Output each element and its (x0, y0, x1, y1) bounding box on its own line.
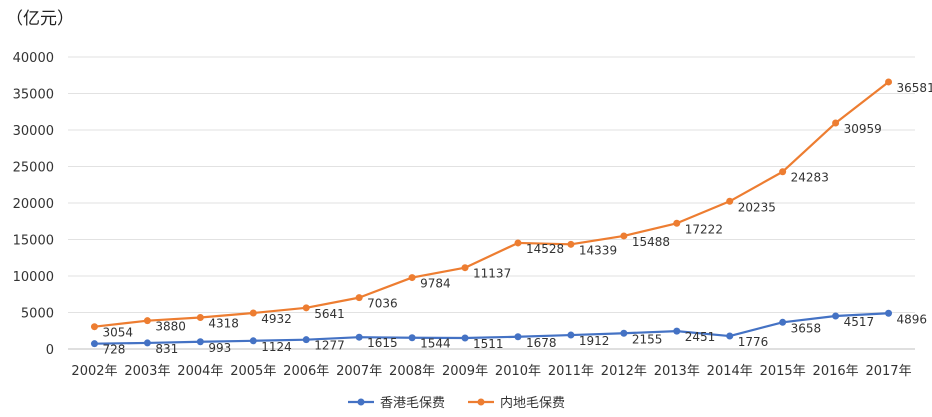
data-label: 831 (155, 342, 178, 356)
x-tick-label: 2005年 (230, 364, 276, 379)
data-label: 3054 (102, 326, 133, 340)
data-label: 4517 (844, 315, 875, 329)
data-label: 20235 (738, 200, 776, 214)
x-tick-label: 2013年 (654, 364, 700, 379)
data-point (726, 197, 734, 205)
data-label: 2155 (632, 332, 663, 346)
x-tick-label: 2016年 (813, 364, 859, 379)
data-label: 1912 (579, 334, 610, 348)
data-label: 728 (102, 343, 125, 357)
x-tick-label: 2003年 (124, 364, 170, 379)
y-tick-label: 40000 (13, 51, 54, 66)
data-point (779, 318, 787, 326)
data-label: 3658 (791, 321, 822, 335)
data-point (90, 340, 98, 348)
y-tick-label: 35000 (13, 88, 54, 103)
data-label: 1277 (314, 339, 345, 353)
data-point (408, 334, 416, 342)
legend-label: 香港毛保费 (380, 396, 445, 411)
data-label: 3880 (155, 320, 186, 334)
data-point (143, 317, 151, 325)
data-point (355, 294, 363, 302)
data-label: 4318 (208, 316, 239, 330)
data-label: 7036 (367, 297, 398, 311)
data-point (514, 333, 522, 341)
data-point (302, 304, 310, 312)
x-tick-label: 2011年 (548, 364, 594, 379)
data-point (302, 336, 310, 344)
x-tick-label: 2017年 (865, 364, 911, 379)
data-point (408, 274, 416, 282)
x-tick-label: 2004年 (177, 364, 223, 379)
data-point (355, 333, 363, 341)
data-point (567, 331, 575, 339)
data-label: 15488 (632, 235, 670, 249)
series-line (94, 312, 889, 345)
data-point (567, 240, 575, 248)
data-point (673, 327, 681, 335)
y-tick-label: 15000 (13, 234, 54, 249)
x-tick-label: 2012年 (601, 364, 647, 379)
data-label: 1124 (261, 340, 292, 354)
data-label: 14339 (579, 243, 617, 257)
data-point (620, 232, 628, 240)
data-label: 4896 (897, 312, 928, 326)
data-point (143, 339, 151, 347)
data-point (673, 219, 681, 227)
y-tick-label: 25000 (13, 161, 54, 176)
x-tick-label: 2002年 (71, 364, 117, 379)
x-tick-label: 2015年 (760, 364, 806, 379)
y-tick-label: 10000 (13, 270, 54, 285)
data-point (885, 309, 893, 317)
legend-marker (477, 398, 485, 406)
data-point (885, 78, 893, 86)
y-tick-label: 20000 (13, 197, 54, 212)
data-label: 30959 (844, 122, 882, 136)
data-label: 1678 (526, 336, 557, 350)
data-point (249, 309, 257, 317)
y-tick-label: 30000 (13, 124, 54, 139)
data-point (461, 334, 469, 342)
data-label: 36581 (897, 81, 932, 95)
data-point (832, 119, 840, 127)
data-point (514, 239, 522, 247)
x-tick-label: 2010年 (495, 364, 541, 379)
data-point (196, 313, 204, 321)
data-point (249, 337, 257, 345)
x-tick-label: 2009年 (442, 364, 488, 379)
data-label: 14528 (526, 242, 564, 256)
data-label: 4932 (261, 312, 292, 326)
x-tick-label: 2007年 (336, 364, 382, 379)
x-tick-label: 2006年 (283, 364, 329, 379)
data-label: 9784 (420, 277, 451, 291)
x-tick-label: 2008年 (389, 364, 435, 379)
data-point (461, 264, 469, 272)
data-label: 993 (208, 341, 231, 355)
data-label: 1544 (420, 337, 451, 351)
series-line (94, 81, 890, 328)
legend-label: 内地毛保费 (500, 395, 565, 411)
y-tick-label: 0 (46, 343, 54, 358)
data-point (726, 332, 734, 340)
y-tick-label: 5000 (21, 307, 54, 322)
x-tick-label: 2014年 (707, 364, 753, 379)
data-label: 1511 (473, 337, 504, 351)
legend-marker (357, 398, 365, 406)
data-label: 5641 (314, 307, 345, 321)
data-label: 2451 (685, 330, 716, 344)
data-label: 24283 (791, 171, 829, 185)
data-label: 1615 (367, 336, 398, 350)
data-label: 1776 (738, 335, 769, 349)
data-point (90, 323, 98, 331)
data-point (620, 329, 628, 337)
data-point (832, 312, 840, 320)
y-unit-label: （亿元） (6, 9, 74, 29)
data-label: 11137 (473, 267, 511, 281)
data-point (779, 168, 787, 176)
data-label: 17222 (685, 222, 723, 236)
data-point (196, 338, 204, 346)
